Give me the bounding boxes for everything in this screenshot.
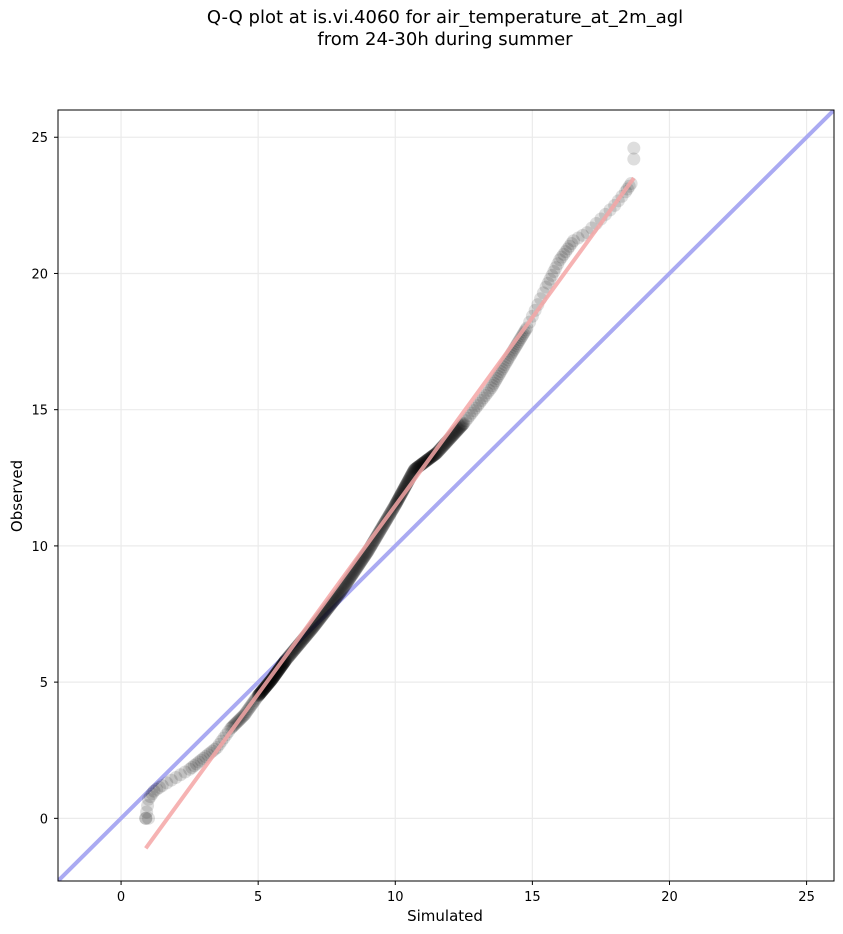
quantile-point [482, 383, 496, 397]
quantile-point [155, 779, 169, 793]
quantile-point [465, 406, 479, 420]
quantile-point [567, 234, 581, 248]
quantile-point [461, 411, 475, 425]
x-tick-label: 15 [524, 890, 541, 905]
quantile-point [472, 396, 486, 410]
quantile-point [471, 399, 485, 413]
quantile-point [183, 762, 197, 776]
quantile-point [627, 152, 641, 166]
quantile-point [478, 388, 492, 402]
y-tick-label: 15 [31, 404, 48, 419]
chart-title-line-2: from 24-30h during summer [317, 29, 573, 50]
x-axis-label: Simulated [407, 907, 483, 925]
chart-title: Q-Q plot at is.vi.4060 for air_temperatu… [0, 7, 843, 51]
quantile-point [141, 799, 155, 813]
quantile-point [192, 755, 206, 769]
quantile-point [145, 787, 159, 801]
quantile-point [459, 414, 473, 428]
quantile-point [559, 245, 573, 259]
quantile-point [571, 231, 585, 245]
quantile-point [480, 386, 494, 400]
quantile-point [140, 805, 154, 819]
quantile-point [561, 242, 575, 256]
quantile-point [194, 753, 208, 767]
quantile-point [152, 780, 166, 794]
grid-lines [58, 110, 834, 881]
quantile-point [563, 239, 577, 253]
fit-line [144, 176, 636, 850]
quantile-point [463, 409, 477, 423]
quantile-point [164, 773, 178, 787]
x-tick-label: 25 [798, 890, 815, 905]
plot-frame [57, 109, 835, 882]
reference-line [58, 110, 834, 881]
quantile-point [557, 247, 571, 261]
quantile-point [541, 276, 555, 290]
quantile-point [476, 391, 490, 405]
quantile-point [457, 416, 471, 430]
quantile-point [565, 236, 579, 250]
quantile-point [143, 790, 157, 804]
quantile-point [490, 372, 504, 386]
quantile-point [173, 768, 187, 782]
quantile-point [160, 776, 174, 790]
y-axis-label: Observed [8, 460, 26, 532]
quantile-point [486, 379, 500, 393]
quantile-point [456, 417, 470, 431]
quantile-point [488, 374, 502, 388]
quantile-point [147, 784, 161, 798]
y-tick-label: 5 [40, 676, 48, 691]
quantile-point [178, 765, 192, 779]
quantile-point [187, 759, 201, 773]
quantile-point [487, 376, 501, 390]
y-tick-label: 10 [31, 540, 48, 555]
quantile-point [333, 585, 347, 599]
quantile-point [469, 401, 483, 415]
quantile-point [139, 811, 153, 825]
x-tick-label: 5 [254, 890, 262, 905]
quantile-point [539, 280, 553, 294]
quantile-point [545, 268, 559, 282]
x-axis-ticks: 0 5 10 15 20 25 [117, 881, 815, 905]
quantile-point [456, 418, 470, 432]
quantile-point [333, 586, 347, 600]
quantile-point [141, 792, 155, 806]
x-tick-label: 10 [387, 890, 404, 905]
quantile-point [185, 760, 199, 774]
quantile-point [551, 257, 565, 271]
quantile-point [169, 770, 183, 784]
quantile-point [332, 587, 346, 601]
quantile-point [553, 253, 567, 267]
y-tick-label: 25 [31, 131, 48, 146]
quantile-points [139, 141, 641, 825]
quantile-point [492, 367, 506, 381]
quantile-point [555, 250, 569, 264]
quantile-point [576, 228, 590, 242]
quantile-point [467, 404, 481, 418]
y-tick-label: 20 [31, 267, 48, 282]
quantile-point [474, 394, 488, 408]
quantile-point [139, 811, 153, 825]
quantile-point [547, 265, 561, 279]
quantile-point [491, 369, 505, 383]
x-tick-label: 20 [661, 890, 678, 905]
quantile-point [484, 381, 498, 395]
quantile-point [543, 272, 557, 286]
chart-title-line-1: Q-Q plot at is.vi.4060 for air_temperatu… [206, 7, 684, 28]
quantile-point [334, 584, 348, 598]
quantile-point [141, 811, 155, 825]
quantile-point [549, 261, 563, 275]
quantile-point [455, 418, 469, 432]
x-tick-label: 0 [117, 890, 125, 905]
quantile-point [189, 757, 203, 771]
y-axis-ticks: 0 5 10 15 20 25 [31, 131, 58, 827]
quantile-point [627, 141, 641, 155]
quantile-point [150, 782, 164, 796]
y-tick-label: 0 [40, 812, 48, 827]
